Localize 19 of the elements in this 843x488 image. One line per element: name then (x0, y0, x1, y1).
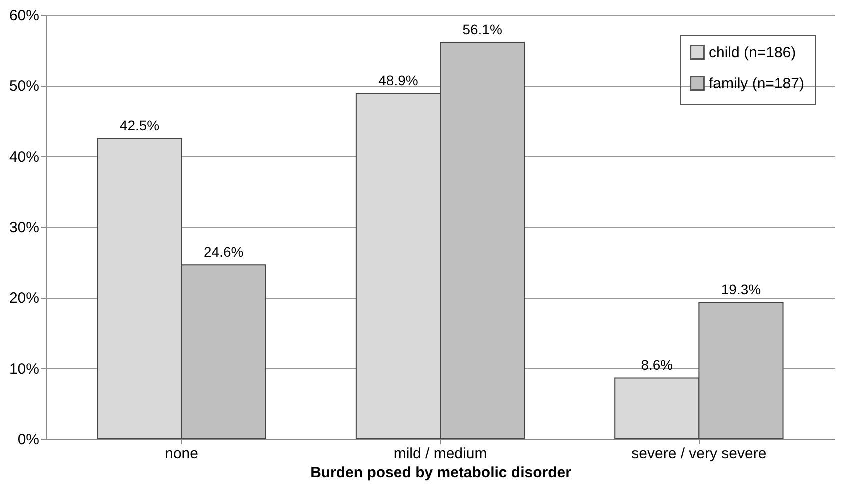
y-tick-label: 0% (18, 432, 40, 448)
legend-label: family (n=187) (709, 76, 804, 92)
text: 8.6% (641, 357, 674, 374)
y-tick-label: 60% (9, 8, 40, 24)
x-axis-title: Burden posed by metabolic disorder (310, 464, 572, 482)
y-tick-label: 10% (9, 360, 40, 378)
y-tick-label: 50% (9, 78, 40, 96)
text: 48.9% (378, 72, 418, 88)
legend-label: child (n=186) (709, 44, 796, 62)
x-tick-label: mild / medium (394, 446, 488, 462)
text: 24.6% (204, 244, 244, 260)
x-tick-label: severe / very severe (632, 446, 767, 462)
text: 56.1% (462, 22, 502, 38)
text: 42.5% (120, 118, 160, 134)
y-tick-label: 20% (9, 290, 40, 308)
text: 19.3% (721, 282, 762, 298)
y-tick-label: 40% (9, 148, 40, 166)
x-tick-label: none (165, 446, 198, 462)
y-tick-label: 30% (9, 220, 40, 236)
